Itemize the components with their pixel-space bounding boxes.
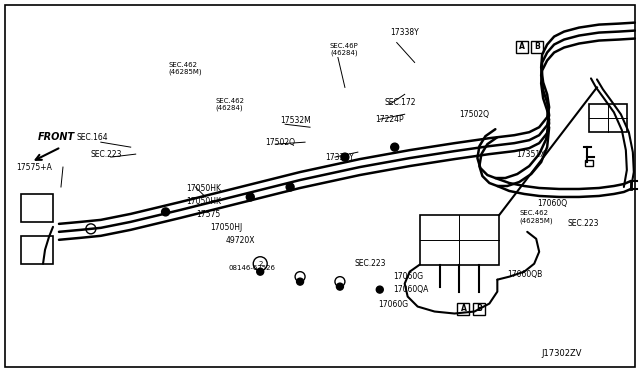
Bar [474,302,485,314]
Text: 17050HJ: 17050HJ [211,223,243,232]
Text: 17575+A: 17575+A [16,163,52,171]
Text: FRONT: FRONT [37,132,74,142]
Text: SEC.462
(46285M): SEC.462 (46285M) [168,62,202,75]
Text: SEC.172: SEC.172 [385,98,416,107]
Text: B: B [534,42,540,51]
Text: 17351X: 17351X [516,150,546,158]
Text: 17502Q: 17502Q [265,138,295,147]
Bar [21,194,53,222]
Bar [458,302,469,314]
Text: 17060G: 17060G [393,272,423,281]
Bar [420,215,499,265]
Text: 17060QA: 17060QA [393,285,428,294]
Circle shape [286,183,294,191]
Circle shape [337,283,344,290]
Text: 17338Y: 17338Y [325,153,354,161]
Circle shape [161,208,170,216]
Text: SEC.223: SEC.223 [567,219,598,228]
Text: SEC.223: SEC.223 [91,150,122,158]
Circle shape [341,153,349,161]
Text: 17050HK: 17050HK [186,185,221,193]
Text: SEC.462
(46284): SEC.462 (46284) [216,97,244,111]
Text: B: B [477,304,483,313]
Text: SEC.46P
(46284): SEC.46P (46284) [330,43,358,56]
Bar [585,160,593,166]
Text: J17302ZV: J17302ZV [541,349,582,358]
Bar [21,236,53,264]
Text: 08146-62526: 08146-62526 [228,265,275,271]
Circle shape [376,286,383,293]
Text: SEC.462
(46285M): SEC.462 (46285M) [519,210,553,224]
Text: 17224P: 17224P [375,115,403,124]
Text: 17060G: 17060G [378,300,408,309]
Text: 17338Y: 17338Y [390,28,419,37]
Circle shape [257,268,264,275]
Bar [531,41,543,52]
Text: SEC.164: SEC.164 [77,133,109,142]
Text: 17502Q: 17502Q [460,110,490,119]
Text: 17060Q: 17060Q [537,199,567,208]
Circle shape [246,193,254,201]
Circle shape [391,143,399,151]
Text: 49720X: 49720X [225,236,255,245]
Text: 17532M: 17532M [280,116,311,125]
Text: 17050HK: 17050HK [186,198,221,206]
Text: 2: 2 [258,261,262,267]
Text: A: A [519,42,525,51]
Text: SEC.223: SEC.223 [355,259,387,268]
Bar [589,104,627,132]
Text: 17575: 17575 [196,211,221,219]
Text: A: A [461,304,467,313]
Text: 17060QB: 17060QB [508,270,543,279]
Circle shape [296,278,303,285]
Bar [516,41,528,52]
